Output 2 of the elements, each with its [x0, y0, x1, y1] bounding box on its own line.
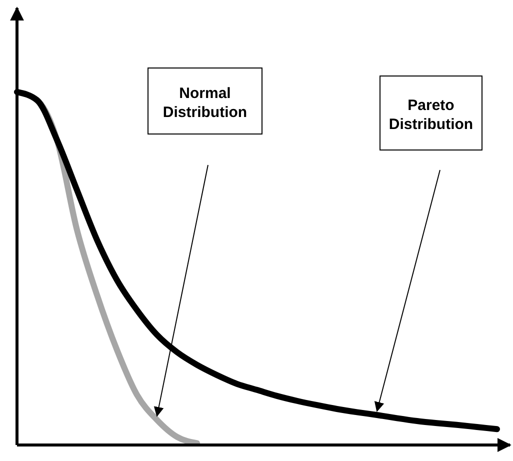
- annotation: Normal Distribution: [162, 85, 248, 121]
- annotation: Pareto Distribution: [388, 97, 474, 133]
